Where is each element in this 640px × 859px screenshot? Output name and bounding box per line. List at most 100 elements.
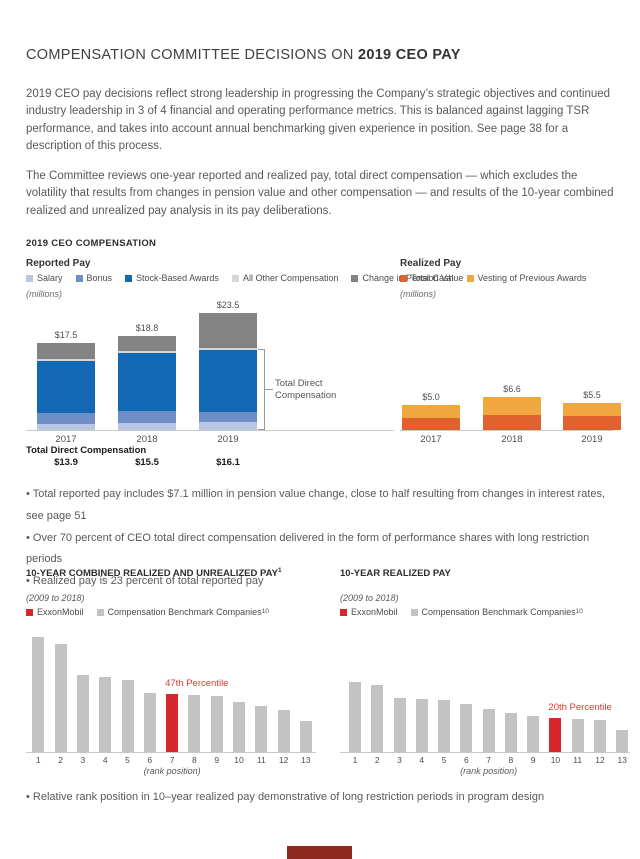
benchmark-company-bar	[527, 716, 540, 752]
legend-label: All Other Compensation	[242, 273, 339, 283]
rank-number: 11	[573, 755, 583, 765]
benchmark-company-bar	[371, 685, 384, 752]
benchmark-company-bar	[482, 709, 495, 752]
bar-segment-vesting-of-previous-awards	[402, 405, 460, 418]
bar-total-label: $18.8	[135, 323, 159, 333]
bar-total-label: $17.5	[54, 329, 78, 340]
year-label: 2019	[217, 434, 239, 445]
rank-number: 13	[617, 755, 627, 765]
bar-segment-bonus	[118, 410, 176, 423]
legend-item-change-in-pension-value: Change in Pension Value	[351, 273, 463, 283]
ten-year-realized-subtitle: (2009 to 2018)	[340, 593, 399, 603]
legend-label: Bonus	[86, 273, 113, 283]
rank-number: 10	[550, 755, 561, 765]
rank-number: 12	[595, 755, 605, 765]
ten-year-realized-xlabel: (rank position)	[460, 766, 518, 776]
legend-item-exxonmobil: ExxonMobil	[340, 607, 398, 617]
legend-swatch-icon	[400, 274, 407, 282]
benchmark-company-bar	[616, 730, 629, 752]
ten-year-realized-title: 10-YEAR REALIZED PAY	[340, 568, 451, 579]
rank-number: 4	[419, 755, 425, 765]
tdc-value: $16.1	[216, 457, 240, 468]
key-point-1: Total reported pay includes $7.1 million…	[26, 484, 614, 528]
realized-pay-title: Realized Pay	[400, 258, 462, 269]
ten-year-realized-legend: ExxonMobil Compensation Benchmark Compani…	[340, 607, 583, 617]
tdc-bracket-label: Total Direct Compensation	[275, 378, 370, 402]
rank-number: 12	[278, 755, 289, 765]
percentile-label: 47th Percentile	[165, 678, 229, 689]
bottom-note: Relative rank position in 10–year realiz…	[26, 791, 614, 803]
benchmark-company-bar	[32, 637, 45, 752]
rank-number: 9	[530, 755, 536, 765]
realized-pay-legend: Total Cash Vesting of Previous Awards	[400, 273, 586, 283]
rank-number: 10	[234, 755, 244, 765]
ten-year-combined-legend: ExxonMobil Compensation Benchmark Compani…	[26, 607, 269, 617]
reported-pay-plot: Total Direct Compensation $17.5 $18.8 $23.…	[26, 298, 394, 431]
benchmark-company-bar	[571, 719, 584, 752]
rank-number: 1	[352, 755, 358, 765]
rank-number: 11	[256, 755, 266, 765]
reported-pay-legend: Salary Bonus Stock-Based Awards All Other C…	[26, 273, 463, 283]
bar-segment-stock-based-awards	[118, 352, 176, 411]
legend-swatch-icon	[26, 608, 33, 616]
benchmark-company-bar	[121, 680, 134, 752]
bar-segment-all-other-compensation	[37, 359, 95, 361]
year-label: 2017	[420, 434, 442, 445]
rank-number: 2	[374, 755, 380, 765]
rank-number: 8	[508, 755, 514, 765]
bar-segment-total-cash	[402, 418, 460, 430]
key-point-2: Over 70 percent of CEO total direct comp…	[26, 528, 614, 572]
realized-pay-units: (millions)	[400, 289, 436, 299]
tdc-bracket-tick-top	[258, 349, 265, 350]
bar-segment-salary	[118, 422, 176, 430]
ten-year-realized-title-text: 10-YEAR REALIZED PAY	[340, 568, 451, 579]
bar-segment-salary	[37, 423, 95, 430]
benchmark-company-bar	[76, 675, 89, 752]
rank-number: 5	[441, 755, 447, 765]
legend-swatch-icon	[75, 274, 83, 282]
benchmark-company-bar	[349, 682, 361, 752]
bar-total-label: $23.5	[216, 299, 240, 310]
benchmark-company-bar	[299, 721, 312, 752]
legend-swatch-icon	[125, 274, 133, 282]
exxonmobil-bar	[166, 694, 179, 752]
rank-number: 2	[58, 755, 63, 765]
intro-paragraph-1: 2019 CEO pay decisions reflect strong le…	[26, 88, 611, 152]
bar-segment-bonus	[37, 412, 95, 424]
reported-pay-title: Reported Pay	[26, 258, 91, 269]
bar-segment-vesting-of-previous-awards	[483, 397, 541, 415]
bar-total-label: $5.0	[422, 392, 440, 402]
legend-swatch-icon	[351, 274, 359, 282]
legend-swatch-icon	[231, 274, 239, 282]
legend-swatch-icon	[410, 608, 418, 616]
legend-label: Change in Pension Value	[362, 273, 464, 283]
benchmark-company-bar	[188, 695, 201, 752]
percentile-label: 20th Percentile	[548, 702, 612, 713]
ten-year-realized-plot: 20th Percentile	[340, 630, 630, 753]
bar-segment-all-other-compensation	[199, 348, 257, 350]
legend-item-bonus: Bonus	[75, 273, 113, 283]
bar-segment-total-cash	[563, 416, 621, 430]
bar-segment-change-in-pension-value	[37, 342, 95, 359]
ten-year-pay-charts: 10-YEAR COMBINED REALIZED AND UNREALIZED…	[26, 567, 630, 783]
legend-item-stock-based-awards: Stock-Based Awards	[125, 273, 219, 283]
page-title: COMPENSATION COMMITTEE DECISIONS ON 2019…	[26, 47, 614, 63]
ten-year-combined-xlabel: (rank position)	[143, 766, 201, 776]
rank-number: 3	[80, 755, 86, 765]
exxonmobil-bar	[549, 718, 562, 752]
realized-pay-plot: $5.0 $6.6 $5.5	[400, 298, 621, 431]
tdc-values: $13.9 $15.5 $16.1	[26, 457, 394, 469]
bar-segment-bonus	[199, 412, 257, 422]
ten-year-combined-rank-numbers: 1 2 3 4 5 6 7 8 9 10 11 12 13	[26, 755, 316, 765]
benchmark-company-bar	[460, 704, 473, 752]
bar-segment-stock-based-awards	[199, 349, 257, 412]
legend-item-vesting-of-previous-awards: Vesting of Previous Awards	[466, 273, 586, 283]
rank-number: 8	[192, 755, 197, 765]
tdc-label: Total Direct Compensation	[26, 445, 147, 456]
intro-paragraph-2: The Committee reviews one-year reported …	[26, 170, 614, 217]
ten-year-realized-rank-numbers: 1 2 3 4 5 6 7 8 9 10 11 12 13	[340, 755, 630, 765]
tdc-bracket-tick-bottom	[258, 429, 265, 430]
key-point-3: Realized pay is 23 percent of total repo…	[26, 571, 614, 593]
key-points-list: Total reported pay includes $7.1 million…	[26, 484, 614, 593]
